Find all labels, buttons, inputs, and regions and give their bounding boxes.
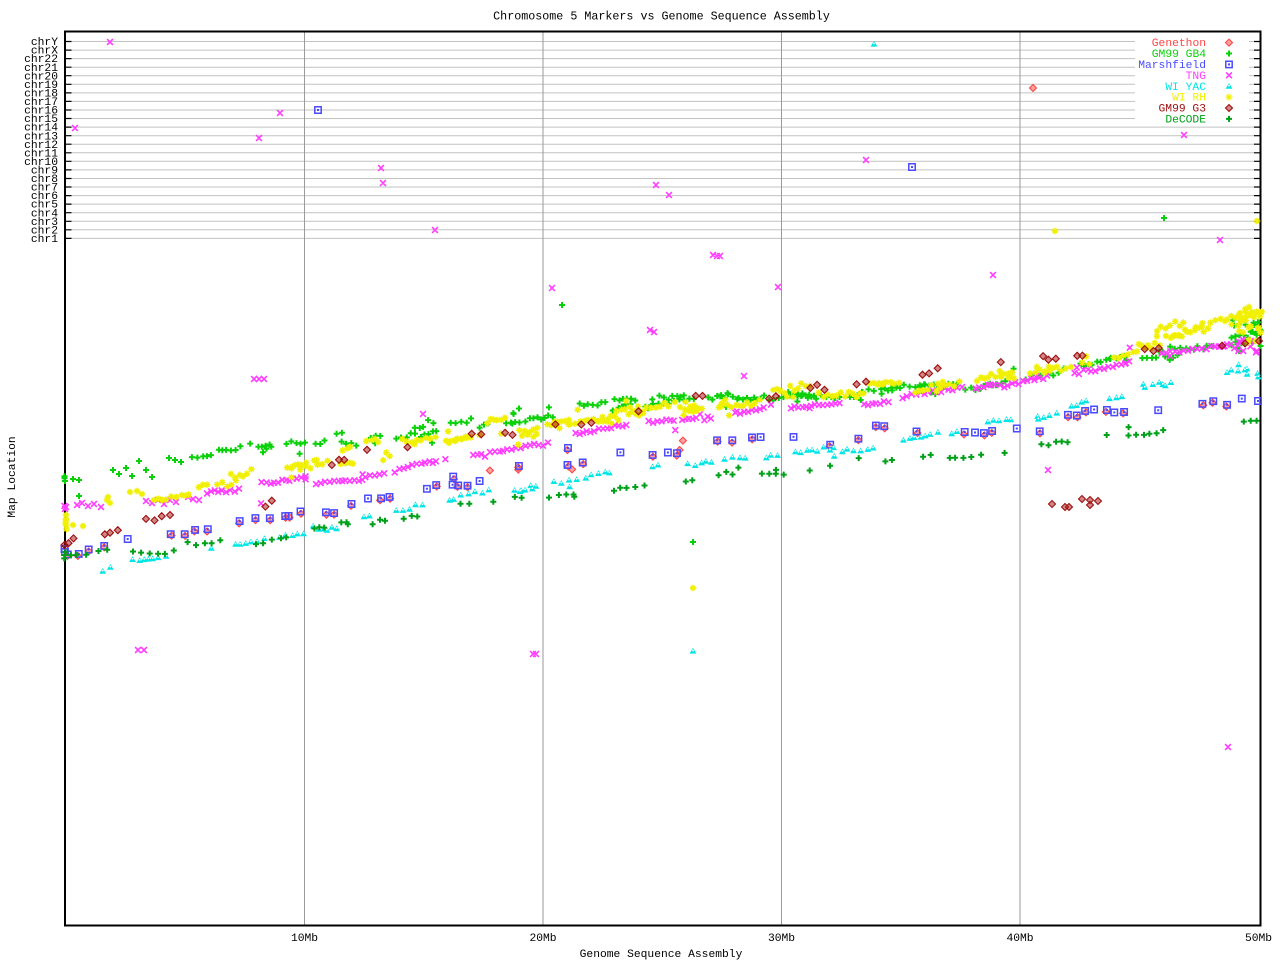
svg-text:chr9: chr9	[31, 166, 58, 178]
svg-text:chr18: chr18	[24, 89, 58, 101]
svg-text:chr6: chr6	[31, 191, 58, 203]
svg-text:chr3: chr3	[31, 217, 58, 229]
svg-text:40Mb: 40Mb	[1006, 933, 1033, 945]
svg-text:WI YAC: WI YAC	[1165, 82, 1206, 94]
svg-text:chr7: chr7	[31, 183, 58, 195]
svg-text:10Mb: 10Mb	[291, 933, 318, 945]
svg-text:chr10: chr10	[24, 157, 58, 169]
svg-text:chr16: chr16	[24, 106, 58, 118]
svg-text:GM99 GB4: GM99 GB4	[1152, 49, 1206, 61]
svg-text:30Mb: 30Mb	[768, 933, 795, 945]
svg-text:Marshfield: Marshfield	[1138, 60, 1206, 72]
svg-text:chr20: chr20	[24, 71, 58, 83]
svg-text:Genethon: Genethon	[1152, 38, 1206, 50]
svg-text:chr8: chr8	[31, 174, 58, 186]
svg-text:Genome Sequence Assembly: Genome Sequence Assembly	[580, 949, 743, 960]
svg-text:chr21: chr21	[24, 63, 58, 75]
svg-text:chr1: chr1	[31, 234, 58, 246]
svg-text:chr13: chr13	[24, 131, 58, 143]
svg-text:Chromosome 5 Markers vs Genome: Chromosome 5 Markers vs Genome Sequence …	[493, 10, 830, 24]
svg-text:chr12: chr12	[24, 140, 58, 152]
svg-text:chrX: chrX	[31, 46, 58, 58]
svg-text:chr11: chr11	[24, 148, 58, 160]
svg-text:50Mb: 50Mb	[1245, 933, 1272, 945]
svg-text:chr19: chr19	[24, 80, 58, 92]
svg-text:chr22: chr22	[24, 54, 58, 66]
svg-text:chr2: chr2	[31, 225, 58, 237]
svg-text:Map Location: Map Location	[7, 436, 19, 517]
svg-text:chr14: chr14	[24, 123, 58, 135]
svg-text:20Mb: 20Mb	[529, 933, 556, 945]
svg-text:GM99 G3: GM99 G3	[1159, 104, 1207, 116]
svg-text:chr17: chr17	[24, 97, 58, 109]
svg-text:chr15: chr15	[24, 114, 58, 126]
svg-text:WI RH: WI RH	[1172, 93, 1206, 105]
svg-text:chr5: chr5	[31, 200, 58, 212]
svg-text:chr4: chr4	[31, 208, 58, 220]
svg-text:TNG: TNG	[1186, 71, 1207, 83]
svg-text:chrY: chrY	[31, 37, 58, 49]
svg-text:DeCODE: DeCODE	[1165, 115, 1206, 127]
